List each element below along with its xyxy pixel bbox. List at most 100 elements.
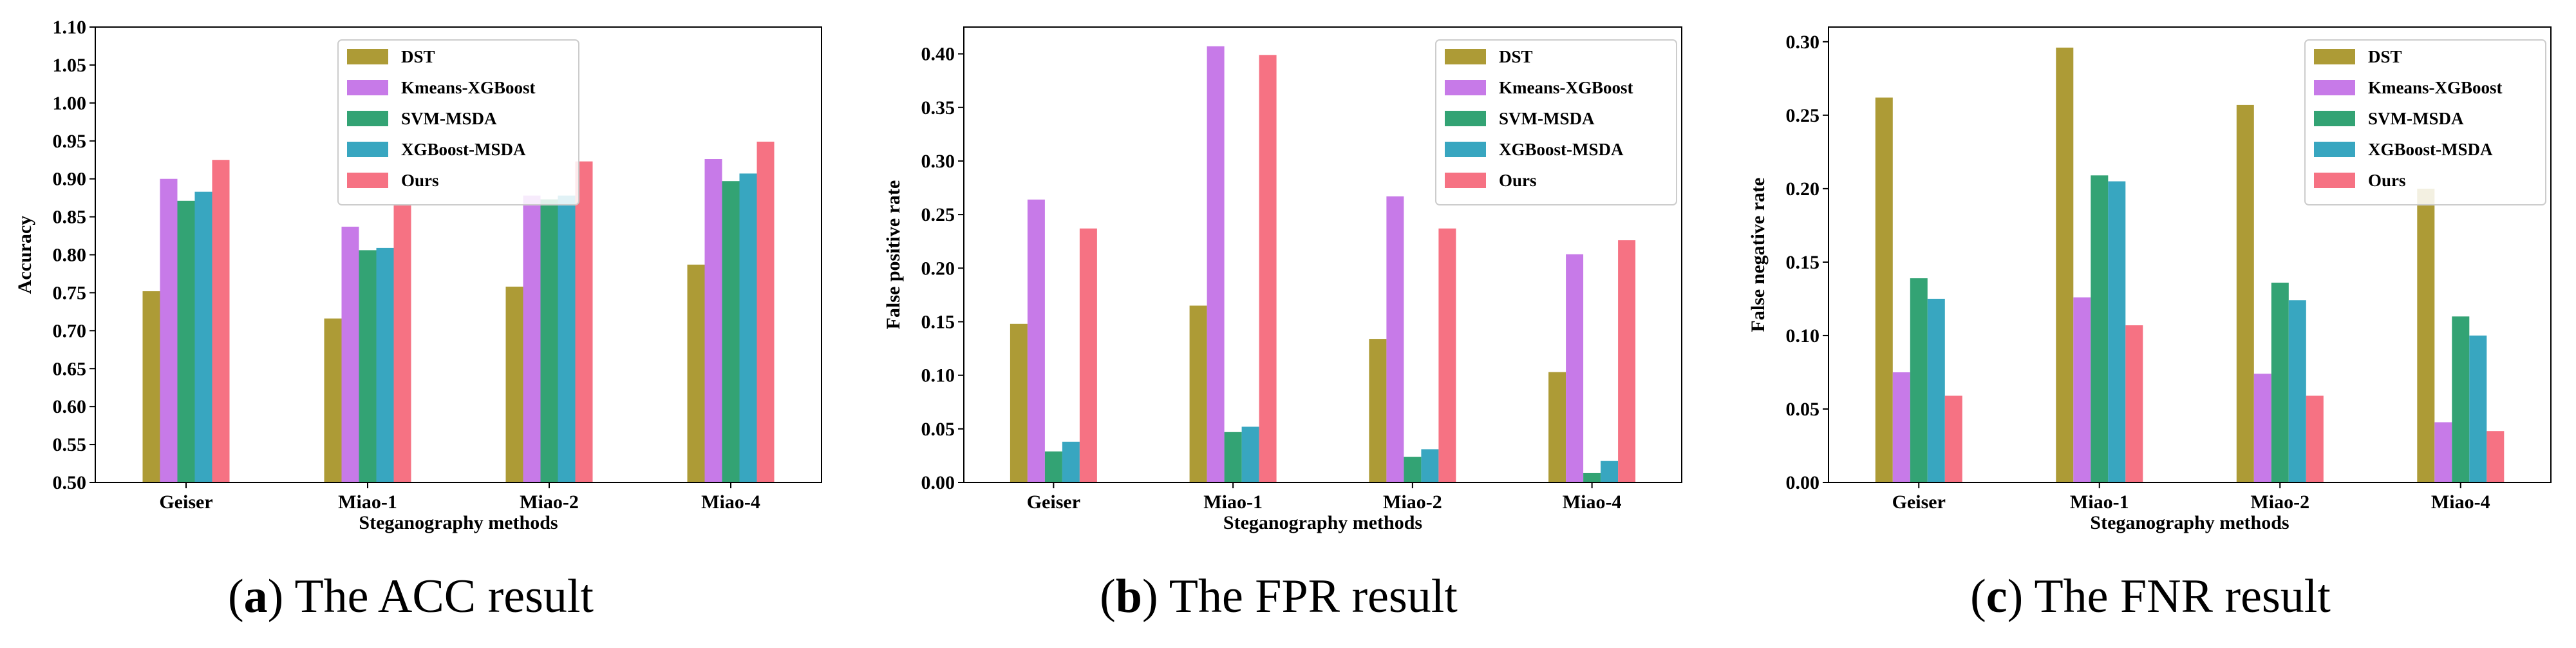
- x-tick-label: Miao-2: [2250, 491, 2309, 513]
- bar-xgboost-msda-miao-1: [1241, 426, 1259, 482]
- bar-kmeans-xgboost-miao-1: [2073, 297, 2091, 482]
- bar-ours-geiser: [1944, 395, 1962, 482]
- x-axis-label: Steganography methods: [2090, 512, 2289, 533]
- bar-dst-miao-1: [324, 318, 342, 482]
- bar-ours-geiser: [1079, 228, 1097, 482]
- caption: (a) The ACC result: [228, 570, 594, 623]
- bar-kmeans-xgboost-miao-4: [2434, 422, 2452, 482]
- legend: DST Kmeans-XGBoost SVM-MSDA XGBoost-MSDA Our…: [1435, 39, 1677, 205]
- y-tick-label: 0.40: [921, 44, 955, 65]
- bar-dst-miao-4: [2417, 188, 2435, 482]
- legend-label: XGBoost-MSDA: [2368, 140, 2493, 159]
- bar-svm-msda-miao-4: [1583, 473, 1601, 482]
- legend-label: DST: [401, 47, 435, 66]
- bar-ours-miao-2: [575, 161, 593, 482]
- legend-swatch-ours: [2314, 173, 2355, 188]
- bar-svm-msda-miao-2: [2271, 282, 2289, 482]
- legend-swatch-xgboost-msda: [347, 142, 388, 157]
- legend-swatch-dst: [347, 49, 388, 64]
- y-tick-label: 0.60: [53, 396, 87, 417]
- caption: (b) The FPR result: [1100, 570, 1458, 623]
- caption-text: The ACC result: [294, 570, 594, 623]
- bar-kmeans-xgboost-miao-4: [704, 159, 722, 482]
- bar-ours-miao-1: [393, 204, 411, 482]
- bar-svm-msda-geiser: [1910, 278, 1928, 482]
- legend-swatch-svm-msda: [1445, 111, 1486, 126]
- legend-label: SVM-MSDA: [401, 109, 497, 128]
- caption-paren-close: ): [1142, 570, 1169, 623]
- bar-ours-miao-1: [2125, 325, 2143, 482]
- y-tick-label: 0.90: [53, 169, 87, 190]
- y-tick-label: 0.30: [1786, 32, 1820, 53]
- bar-xgboost-msda-geiser: [1927, 298, 1945, 482]
- bar-dst-geiser: [1875, 97, 1893, 482]
- x-axis-label: Steganography methods: [1223, 512, 1422, 533]
- y-tick-label: 0.65: [53, 358, 87, 379]
- y-tick-label: 0.85: [53, 207, 87, 228]
- caption-text: The FNR result: [2034, 570, 2331, 623]
- y-tick-label: 1.05: [53, 55, 87, 76]
- bar-xgboost-msda-geiser: [1062, 441, 1080, 482]
- legend-swatch-ours: [1445, 173, 1486, 188]
- x-tick-label: Miao-4: [701, 491, 760, 513]
- x-tick-label: Miao-1: [2070, 491, 2129, 513]
- y-tick-label: 0.70: [53, 320, 87, 341]
- bar-ours-miao-2: [2306, 395, 2324, 482]
- legend-swatch-kmeans-xgboost: [1445, 80, 1486, 95]
- y-tick-label: 1.10: [53, 17, 87, 38]
- bar-ours-geiser: [212, 160, 230, 482]
- bar-dst-miao-4: [687, 264, 705, 482]
- legend-box: [1435, 39, 1677, 205]
- bar-xgboost-msda-miao-1: [2108, 181, 2126, 482]
- legend-swatch-svm-msda: [347, 111, 388, 126]
- y-tick-label: 0.55: [53, 434, 87, 455]
- y-tick-label: 0.00: [1786, 472, 1820, 493]
- bar-kmeans-xgboost-geiser: [160, 178, 178, 482]
- bar-dst-geiser: [142, 291, 160, 482]
- bar-dst-miao-2: [1369, 339, 1387, 482]
- bar-svm-msda-miao-2: [540, 199, 558, 482]
- bar-xgboost-msda-miao-2: [558, 195, 576, 482]
- bar-kmeans-xgboost-miao-1: [1207, 46, 1225, 482]
- y-tick-label: 0.15: [921, 311, 955, 332]
- y-axis-label: Accuracy: [14, 216, 35, 294]
- bar-kmeans-xgboost-miao-1: [341, 226, 359, 482]
- caption: (c) The FNR result: [1970, 570, 2331, 623]
- y-tick-label: 0.05: [1786, 399, 1820, 420]
- plot-frame: [1828, 26, 2552, 483]
- y-tick-label: 0.25: [1786, 105, 1820, 126]
- bar-dst-miao-2: [505, 287, 523, 482]
- y-tick-label: 0.00: [921, 472, 955, 493]
- bar-xgboost-msda-miao-2: [1421, 449, 1439, 482]
- chart-panel-c: 0.00 0.05 0.10 0.15 0.20 0.25 0.30 Geiser Miao-1…: [1747, 26, 2552, 623]
- bar-dst-miao-1: [2056, 47, 2074, 482]
- y-tick-label: 0.15: [1786, 252, 1820, 273]
- bar-dst-miao-2: [2236, 104, 2254, 482]
- bar-xgboost-msda-miao-4: [1601, 461, 1619, 482]
- chart-panel-b: 0.00 0.05 0.10 0.15 0.20 0.25 0.30 0.35 0.40 Geis…: [883, 26, 1682, 623]
- bar-kmeans-xgboost-miao-4: [1566, 254, 1584, 482]
- x-axis-label: Steganography methods: [359, 512, 558, 533]
- legend-swatch-ours: [347, 173, 388, 188]
- caption-paren-open: (: [1970, 570, 1986, 623]
- legend-label: XGBoost-MSDA: [1499, 140, 1624, 159]
- bar-xgboost-msda-miao-4: [739, 173, 757, 482]
- caption-letter: b: [1116, 570, 1142, 623]
- y-tick-label: 0.05: [921, 419, 955, 440]
- bar-xgboost-msda-miao-4: [2469, 335, 2487, 482]
- bar-kmeans-xgboost-geiser: [1892, 372, 1910, 482]
- legend-label: XGBoost-MSDA: [401, 140, 526, 159]
- y-tick-label: 0.75: [53, 282, 87, 303]
- x-tick-label: Miao-4: [1563, 491, 1622, 513]
- bar-ours-miao-2: [1438, 228, 1456, 482]
- legend-label: SVM-MSDA: [2368, 109, 2464, 128]
- y-axis-label: False positive rate: [883, 180, 904, 330]
- x-tick-label: Miao-2: [1383, 491, 1442, 513]
- legend-label: Kmeans-XGBoost: [2368, 78, 2503, 97]
- bar-xgboost-msda-geiser: [194, 191, 212, 482]
- legend-label: SVM-MSDA: [1499, 109, 1595, 128]
- y-tick-label: 0.95: [53, 131, 87, 152]
- bar-xgboost-msda-miao-1: [376, 247, 394, 482]
- bar-kmeans-xgboost-miao-2: [1386, 196, 1404, 482]
- chart-panel-a: 0.50 0.55 0.60 0.65 0.70 0.75 0.80 0.85 0.90 0.95…: [14, 17, 822, 623]
